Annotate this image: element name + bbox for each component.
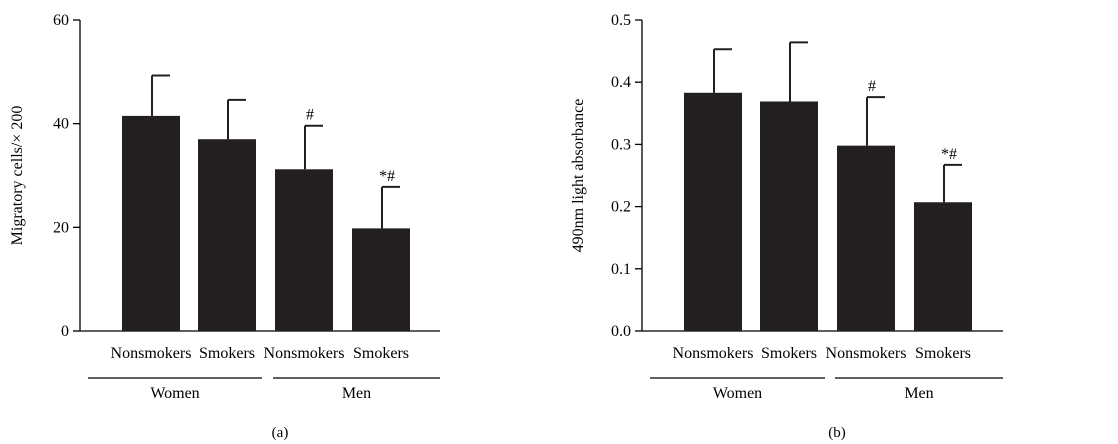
significance-marker-4: *#: [379, 168, 395, 185]
panel-label: (a): [272, 425, 289, 441]
chart-panel-a: 0 20 40 60 Migratory cells/× 200 Nonsmokers Sm…: [9, 12, 440, 441]
group-label-women: Women: [713, 385, 762, 402]
y-axis-label: Migratory cells/× 200: [9, 106, 26, 246]
y-tick-label: 40: [53, 116, 69, 133]
bar-4: [914, 202, 972, 331]
category-label-2: Smokers: [761, 345, 817, 362]
y-tick-label: 0.2: [611, 199, 631, 216]
y-tick-label: 0.3: [611, 136, 631, 153]
y-tick-label: 0.1: [611, 261, 631, 278]
bar-2: [198, 139, 256, 331]
category-label-3: Nonsmokers: [264, 345, 345, 362]
bar-1: [122, 115, 180, 332]
y-tick-label: 60: [53, 12, 69, 29]
panel-label: (b): [828, 425, 846, 441]
category-label-1: Nonsmokers: [673, 345, 754, 362]
bar-4: [352, 228, 410, 331]
category-label-4: Smokers: [353, 345, 409, 362]
y-tick-label: 0: [61, 323, 69, 340]
significance-marker-4: *#: [941, 146, 957, 163]
category-label-4: Smokers: [915, 345, 971, 362]
bar-2: [760, 101, 818, 332]
bar-3: [837, 145, 895, 331]
category-label-3: Nonsmokers: [826, 345, 907, 362]
group-label-women: Women: [150, 385, 199, 402]
y-tick-label: 20: [53, 219, 69, 236]
category-label-1: Nonsmokers: [111, 345, 192, 362]
significance-marker-3: #: [868, 78, 876, 95]
chart-panel-b: 0.0 0.1 0.2 0.3 0.4 0.5 490nm light absorbance…: [570, 12, 1003, 441]
significance-marker-3: #: [306, 107, 314, 124]
bar-3: [275, 169, 333, 331]
y-tick-label: 0.4: [611, 74, 631, 91]
y-tick-label: 0.0: [611, 323, 631, 340]
category-label-2: Smokers: [199, 345, 255, 362]
y-axis-label: 490nm light absorbance: [570, 99, 587, 253]
bar-1: [684, 92, 742, 331]
group-label-men: Men: [904, 385, 933, 402]
group-label-men: Men: [342, 385, 371, 402]
y-tick-label: 0.5: [611, 12, 631, 29]
